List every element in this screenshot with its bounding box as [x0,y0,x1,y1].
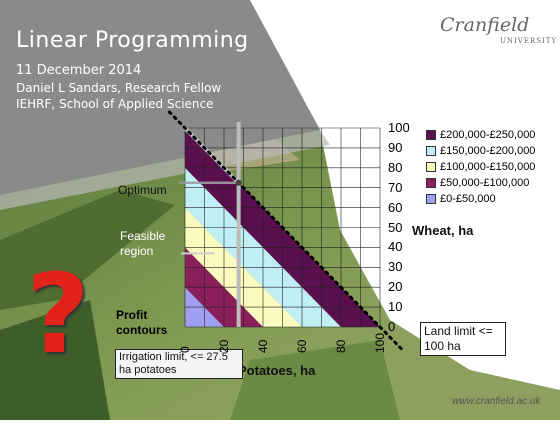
x-tick-label: 20 [217,339,231,353]
optimum-point [235,179,242,186]
x-tick-label: 100 [373,332,387,353]
land-limit-line [167,110,405,353]
legend-swatch [426,193,436,204]
x-tick-label: 0 [178,346,192,353]
y-tick-label: 60 [388,199,403,215]
profit-contours-label: Profit contours [116,308,168,337]
y-tick-label: 0 [388,319,396,334]
y-tick-label: 50 [388,219,403,235]
y-tick-label: 10 [388,299,403,315]
legend-swatch [426,177,436,188]
x-tick-label: 60 [295,339,309,353]
legend-label: £150,000-£200,000 [440,144,536,157]
website-url: www.cranfield.ac.uk [452,396,541,407]
field-patch [230,340,400,420]
legend-swatch [426,129,436,140]
field-patch [0,190,175,310]
field-patch [0,300,110,420]
y-tick-label: 70 [388,179,403,195]
legend-item: £0-£50,000 [426,190,496,205]
y-tick-label: 40 [388,239,403,255]
brand-logo: Cranfield [440,14,530,36]
slide-affiliation: IEHRF, School of Applied Science [16,97,214,111]
y-tick-label: 30 [388,259,403,275]
legend-label: £200,000-£250,000 [440,128,536,141]
y-tick-label: 80 [388,159,403,175]
x-axis-label: Potatoes, ha [238,363,316,378]
slide-title: Linear Programming [16,28,249,53]
title-wedge-shadow [0,130,330,210]
y-axis-label: Wheat, ha [412,223,474,238]
profit-band-2 [185,207,302,327]
feasible-region-label: Feasible region [120,229,166,258]
legend-label: £100,000-£150,000 [440,160,536,173]
legend-swatch [426,145,436,156]
legend-item: £150,000-£200,000 [426,142,536,157]
legend-swatch [426,161,436,172]
slide-date: 11 December 2014 [16,63,142,78]
white-panel [250,0,560,390]
legend-item: £200,000-£250,000 [426,126,536,141]
y-tick-label: 90 [388,139,403,155]
chart [167,110,405,353]
brand-logo-sub: UNIVERSITY [500,37,558,45]
legend-label: £50,000-£100,000 [440,176,530,189]
question-mark-icon: ? [26,250,90,378]
slide-author: Daniel L Sandars, Research Fellow [16,81,222,95]
irrigation-limit-label: Irrigation limit, <= 27.5 ha potatoes [115,349,243,379]
x-tick-label: 80 [334,339,348,353]
legend-label: £0-£50,000 [440,192,496,205]
legend-item: £100,000-£150,000 [426,158,536,173]
x-tick-label: 40 [256,339,270,353]
y-tick-label: 100 [388,120,410,135]
land-limit-label: Land limit <= 100 ha [420,322,506,356]
optimum-label: Optimum [118,183,167,197]
legend-item: £50,000-£100,000 [426,174,530,189]
y-tick-label: 20 [388,279,403,295]
